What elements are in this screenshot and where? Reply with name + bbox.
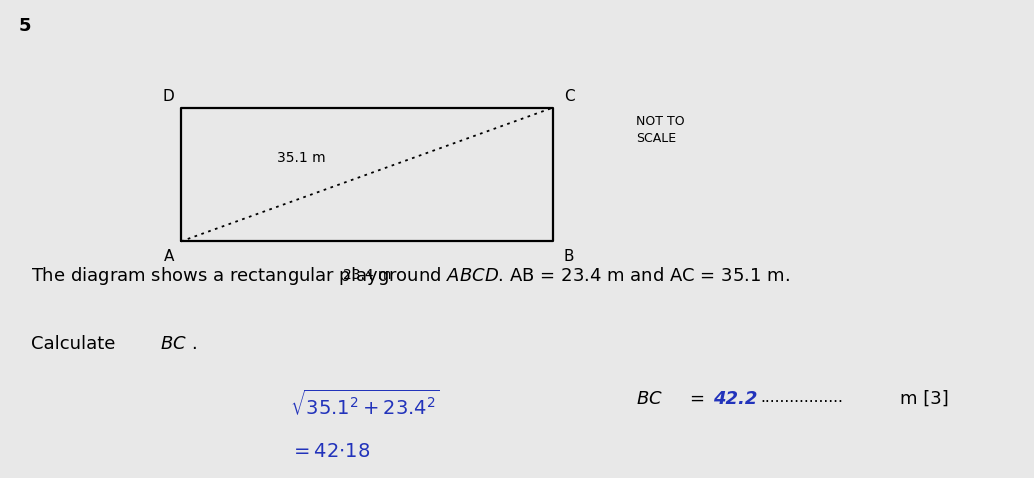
Text: NOT TO
SCALE: NOT TO SCALE [636, 115, 685, 145]
Text: 5: 5 [19, 17, 31, 35]
Text: =: = [690, 390, 710, 408]
Text: The diagram shows a rectangular playground $\mathbf{\mathit{ABCD}}$. AB = 23.4 m: The diagram shows a rectangular playgrou… [31, 265, 790, 287]
Text: $\sqrt{35.1^2+23.4^2}$: $\sqrt{35.1^2+23.4^2}$ [290, 390, 439, 419]
Text: $\mathbf{\mathit{BC}}$: $\mathbf{\mathit{BC}}$ [160, 335, 187, 353]
Text: Calculate: Calculate [31, 335, 121, 353]
Text: 42.2: 42.2 [713, 390, 758, 408]
Text: .: . [191, 335, 197, 353]
Text: $\mathit{BC}$: $\mathit{BC}$ [636, 390, 663, 408]
Text: m [3]: m [3] [900, 390, 948, 408]
Text: $= 42{\cdot}18$: $= 42{\cdot}18$ [290, 442, 370, 461]
Text: A: A [163, 249, 174, 264]
Text: 23.4 m: 23.4 m [343, 268, 391, 282]
Text: D: D [162, 89, 174, 105]
Text: B: B [564, 249, 575, 264]
Text: C: C [564, 89, 575, 105]
Text: 35.1 m: 35.1 m [277, 151, 326, 165]
Text: .................: ................. [760, 390, 843, 404]
